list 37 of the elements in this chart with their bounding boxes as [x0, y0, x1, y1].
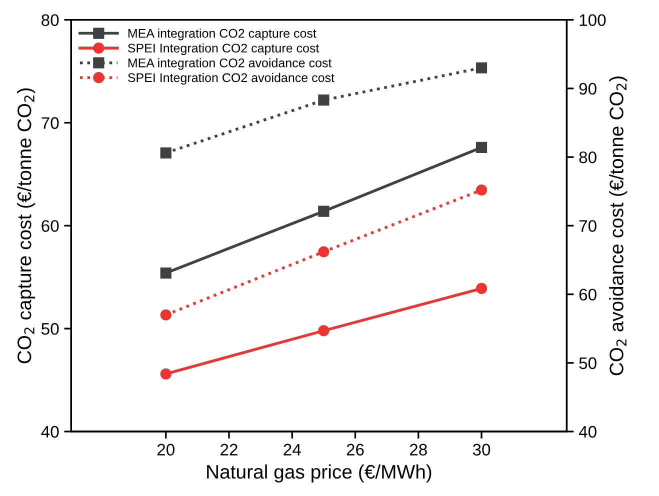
y-tick-label: 60	[42, 220, 59, 232]
y2-tick-label: 80	[579, 151, 596, 164]
point	[318, 206, 330, 217]
y2-tick-label: 70	[579, 220, 596, 232]
y2-tick-label: 40	[578, 426, 596, 438]
y2-axis-title: CO$_{2}$ avoidance cost (€/tonne CO$_{2}$)	[609, 76, 628, 376]
x-axis-title: Natural gas price (€/MWh)	[207, 464, 432, 483]
point	[318, 246, 330, 258]
point	[318, 325, 330, 336]
point	[318, 94, 330, 106]
x-tick-label: 28	[410, 444, 427, 456]
legend-label: MEA integration CO2 avoidance cost	[128, 58, 332, 70]
legend-label: MEA integration CO2 capture cost	[128, 28, 316, 40]
y2-tick-label: 90	[579, 82, 596, 95]
x-tick-label: 24	[284, 444, 301, 456]
point	[476, 282, 488, 294]
point	[476, 142, 488, 154]
legend-label: SPEI Integration CO2 capture cost	[128, 43, 320, 56]
x-tick-label: 22	[220, 444, 238, 456]
y2-tick-label: 50	[579, 357, 596, 370]
point	[160, 309, 172, 320]
y2-tick-label: 60	[579, 288, 596, 300]
y-axis-title: CO$_{2}$ capture cost (€/tonne CO$_{2}$)	[16, 88, 36, 364]
point	[160, 267, 172, 279]
point	[160, 147, 172, 159]
x-tick-label: 20	[157, 444, 174, 456]
y-tick-label: 50	[41, 323, 59, 335]
y-tick-label: 80	[42, 14, 59, 26]
point	[476, 62, 488, 74]
x-tick-label: 30	[472, 444, 490, 456]
legend-label: SPEI Integration CO2 avoidance cost	[128, 72, 334, 85]
y-tick-label: 40	[41, 426, 59, 438]
y2-tick-label: 100	[580, 14, 606, 26]
point	[160, 368, 172, 380]
x-tick-label: 26	[346, 444, 364, 456]
point	[476, 184, 488, 196]
y-tick-label: 70	[42, 117, 59, 129]
